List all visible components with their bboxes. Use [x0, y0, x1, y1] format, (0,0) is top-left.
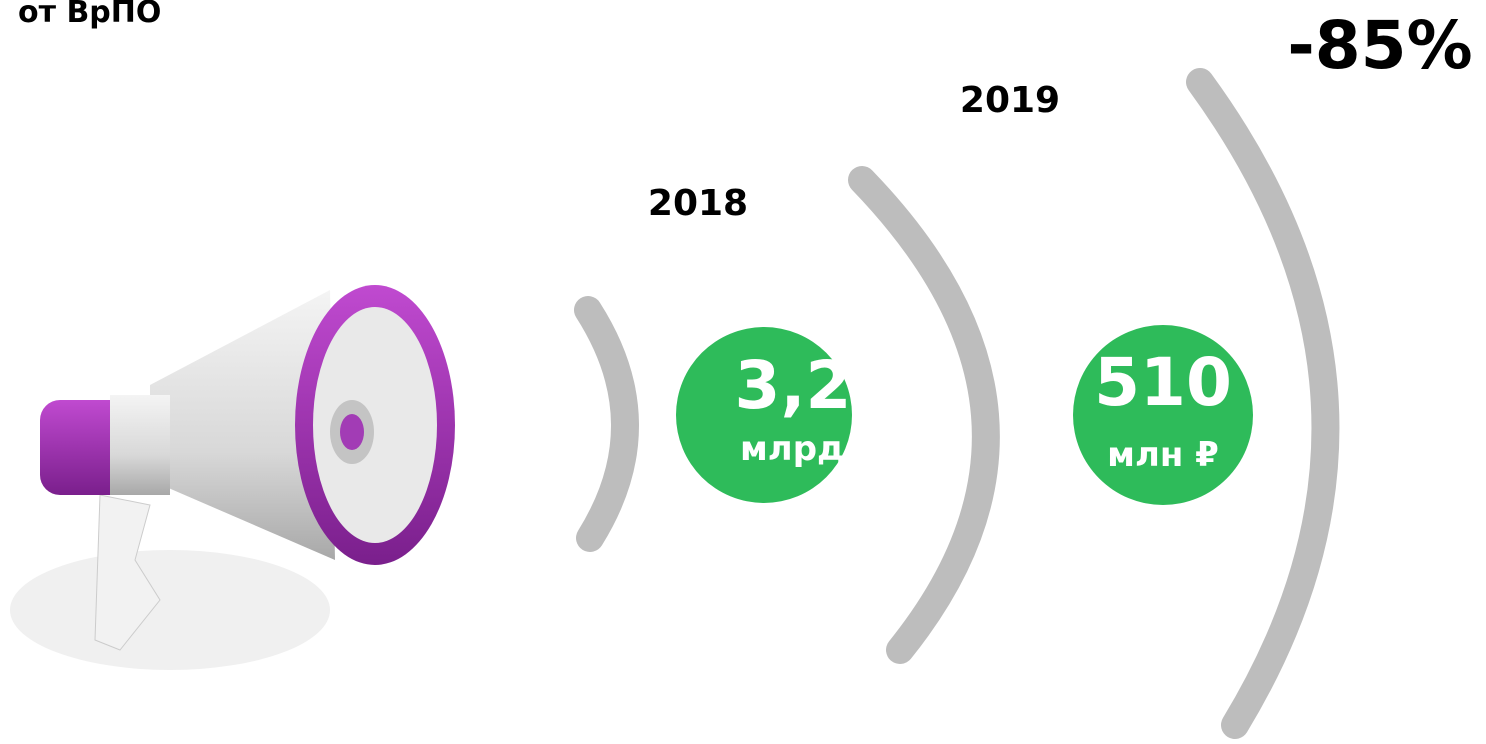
wave-arc [862, 180, 986, 650]
title: от ВрПО [18, 0, 161, 30]
unit: млн ₽ [1107, 435, 1219, 475]
change: -85% [1287, 7, 1472, 84]
year: 2018 [648, 183, 748, 224]
slide: от ВрПО -85% 2018 3,2 млрд ₽ 2019 510 мл… [0, 0, 1486, 744]
item-2018: 2018 3,2 млрд ₽ [648, 183, 880, 503]
value: 510 [1094, 344, 1232, 421]
unit: млрд ₽ [740, 429, 880, 469]
wave-arc [588, 310, 625, 538]
megaphone-icon [10, 285, 455, 670]
year: 2019 [960, 80, 1060, 121]
value: 3,2 [735, 347, 852, 424]
item-2019: 2019 510 млн ₽ [960, 80, 1253, 505]
